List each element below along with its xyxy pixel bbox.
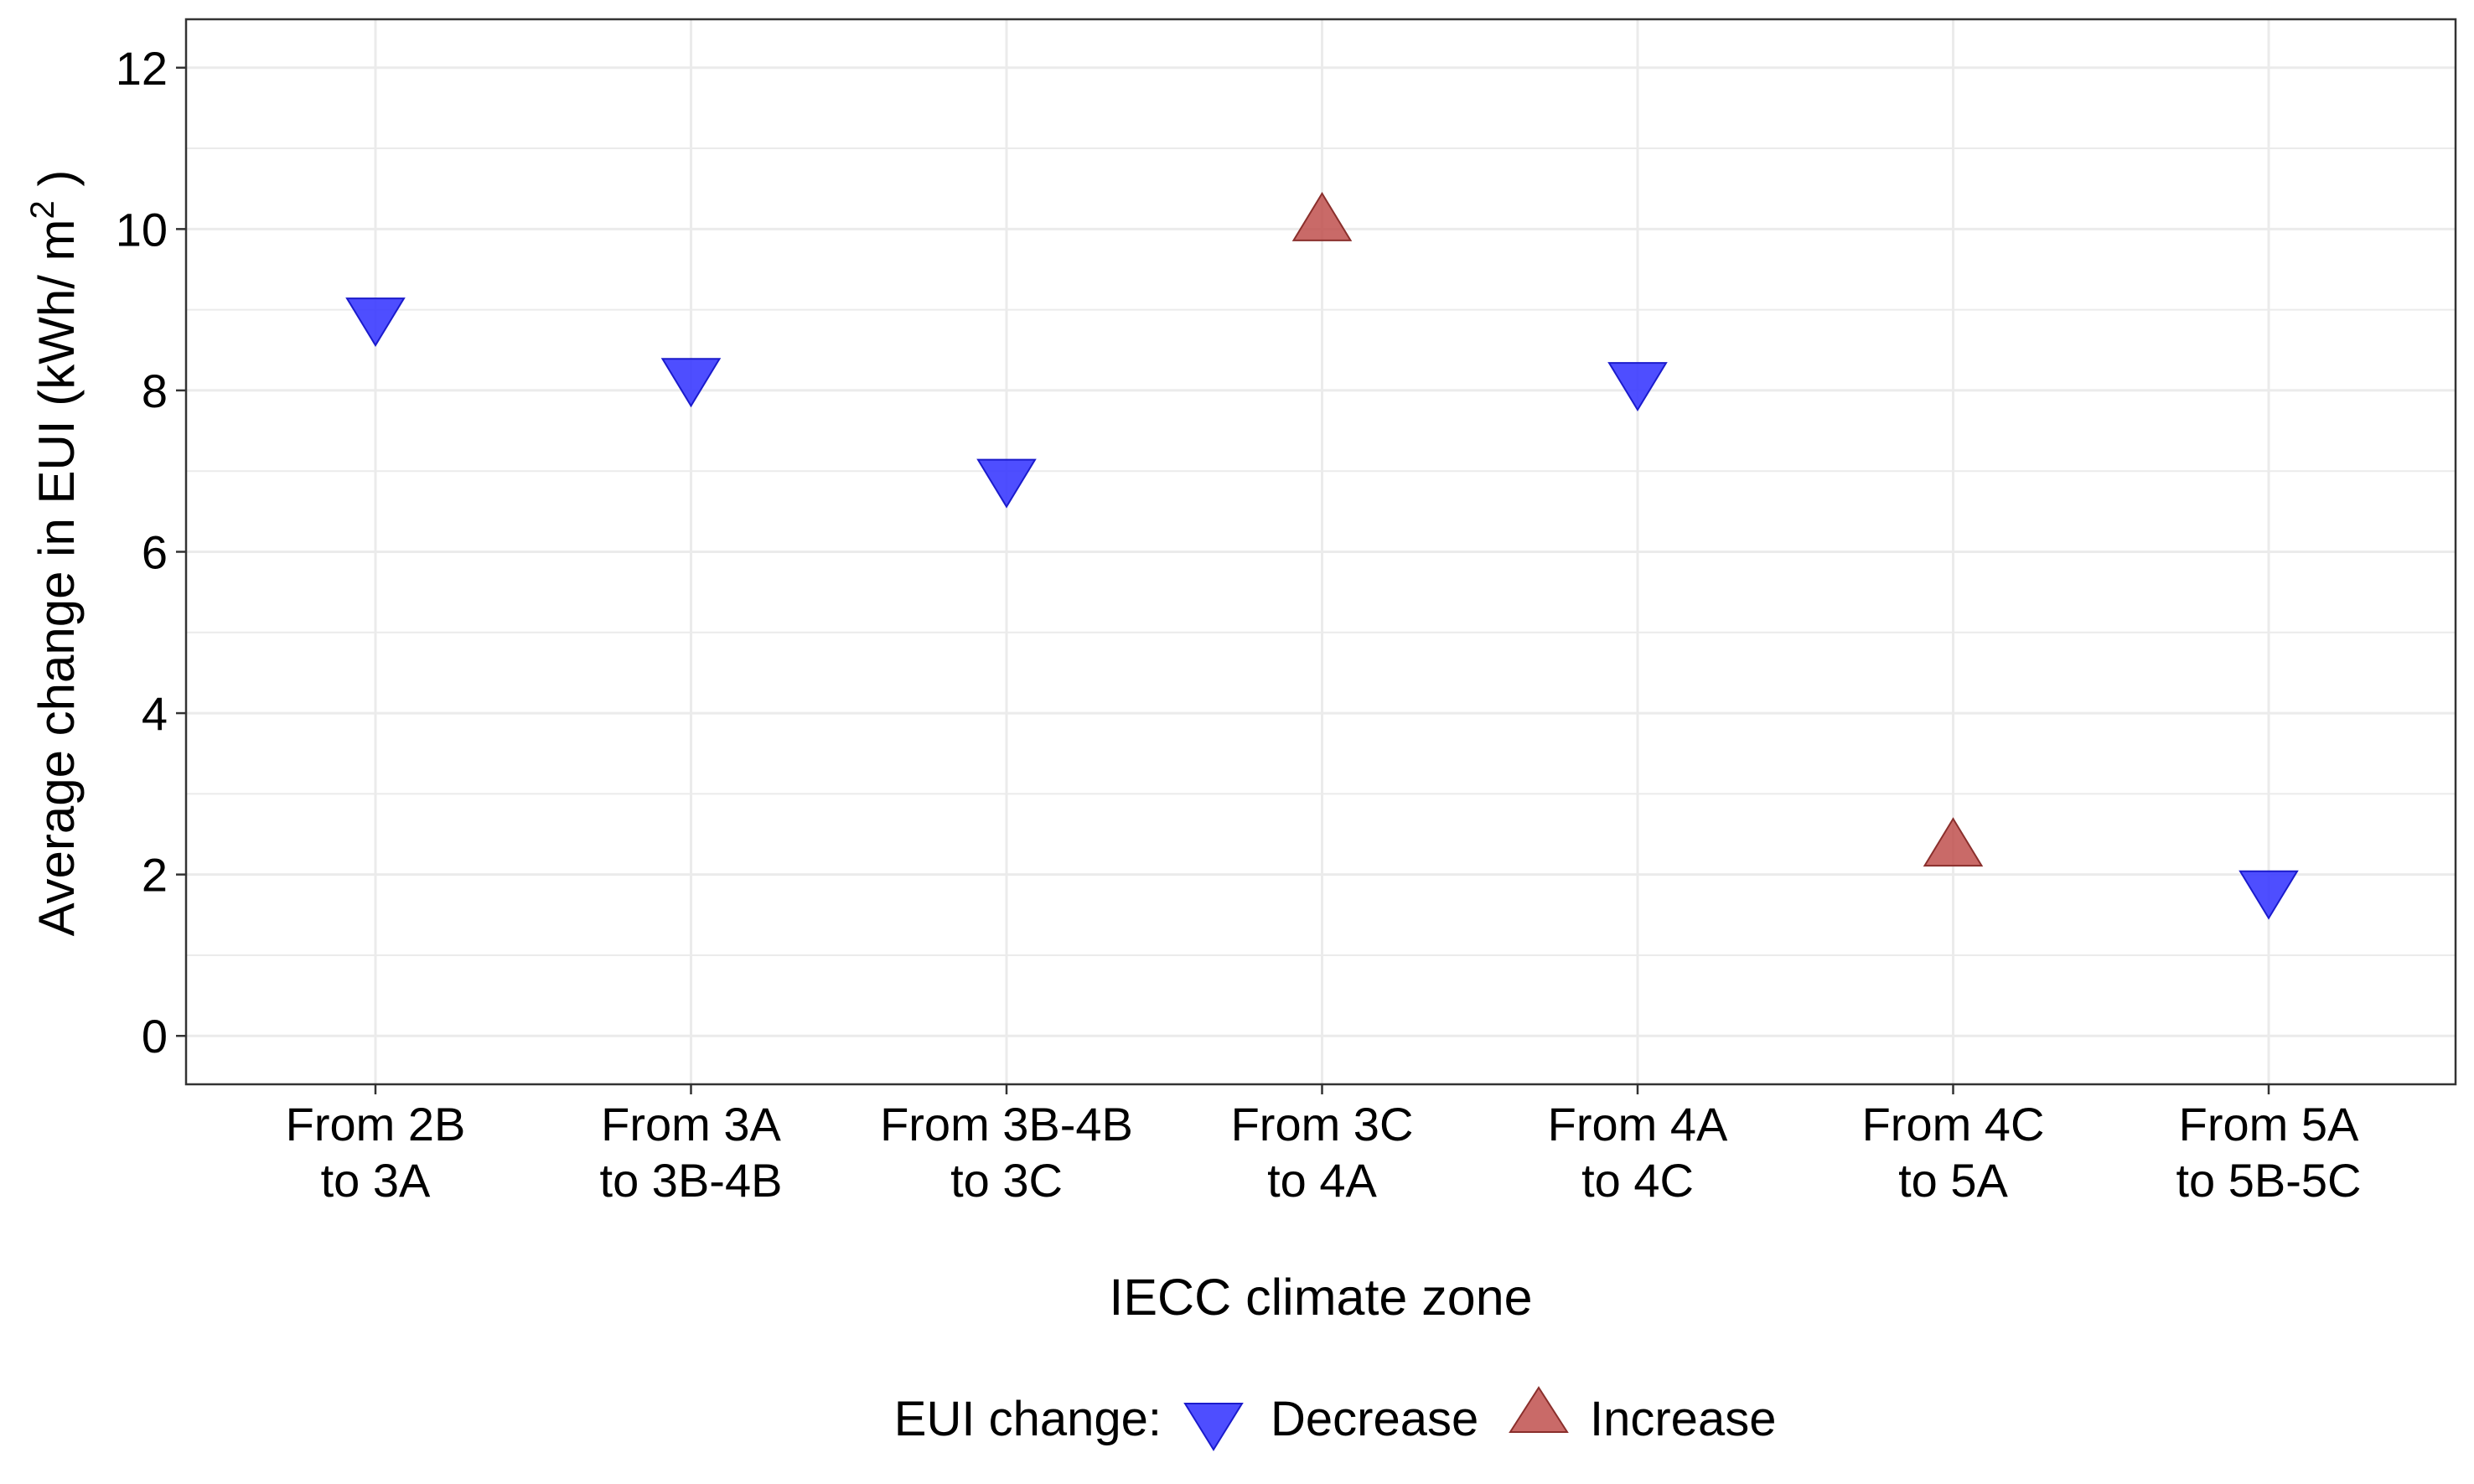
legend-decrease-label: Decrease <box>1271 1392 1478 1446</box>
x-tick-label-line: From 3A <box>601 1098 781 1150</box>
x-tick-label-line: to 4C <box>1581 1154 1694 1207</box>
legend-increase-label: Increase <box>1590 1392 1776 1446</box>
data-point-increase <box>1291 191 1353 241</box>
x-tick-label: From 5A to 5B-5C <box>2176 1098 2362 1207</box>
major-gridlines <box>186 19 2456 1084</box>
data-point-decrease <box>976 458 1037 509</box>
legend: EUI change: Decrease Increase <box>894 1386 1776 1451</box>
data-point-increase <box>1923 817 1984 867</box>
legend-title: EUI change: <box>894 1392 1162 1446</box>
y-tick-label: 8 <box>142 365 168 417</box>
x-tick-label: From 4A to 4C <box>1548 1098 1728 1207</box>
x-tick-label: From 4C to 5A <box>1862 1098 2045 1207</box>
x-tick-label: From 3B-4B to 3C <box>880 1098 1133 1207</box>
x-tick-label-line: to 3C <box>950 1154 1063 1207</box>
x-tick-label: From 3C to 4A <box>1231 1098 1414 1207</box>
x-tick-label-line: From 2B <box>286 1098 466 1150</box>
y-tick-label: 6 <box>142 526 168 579</box>
data-point-decrease <box>345 297 406 348</box>
data-points <box>345 191 2299 920</box>
legend-increase-marker <box>1509 1386 1569 1433</box>
x-tick-label: From 2B to 3A <box>286 1098 466 1207</box>
y-axis: 0 2 4 6 8 10 12 <box>116 42 186 1063</box>
x-tick-label-line: From 4C <box>1862 1098 2045 1150</box>
x-tick-label-line: From 3C <box>1231 1098 1414 1150</box>
x-tick-label-line: From 5A <box>2179 1098 2359 1150</box>
x-tick-label: From 3A to 3B-4B <box>600 1098 783 1207</box>
x-tick-label-line: to 5A <box>1898 1154 2008 1207</box>
x-tick-label-line: to 3B-4B <box>600 1154 783 1207</box>
x-tick-label-line: From 4A <box>1548 1098 1728 1150</box>
y-tick-label: 0 <box>142 1010 168 1063</box>
data-point-decrease <box>1607 362 1668 412</box>
x-axis-label: IECC climate zone <box>1109 1269 1532 1326</box>
y-axis-label-suffix: ) <box>28 170 85 201</box>
y-tick-label: 10 <box>116 203 168 256</box>
y-axis-label: Average change in EUI (kWh/ m2 ) <box>24 170 85 937</box>
data-point-decrease <box>660 358 722 408</box>
data-point-decrease <box>2239 870 2299 920</box>
y-axis-label-superscript: 2 <box>24 200 61 219</box>
x-tick-label-line: From 3B-4B <box>880 1098 1133 1150</box>
y-tick-label: 4 <box>142 687 168 740</box>
x-tick-label-line: to 3A <box>321 1154 431 1207</box>
y-axis-label-text: Average change in EUI (kWh/ m <box>28 219 85 936</box>
legend-decrease-marker <box>1183 1403 1244 1451</box>
x-tick-label-line: to 4A <box>1267 1154 1377 1207</box>
y-tick-label: 2 <box>142 849 168 902</box>
x-tick-label-line: to 5B-5C <box>2176 1154 2362 1207</box>
y-tick-label: 12 <box>116 42 168 95</box>
